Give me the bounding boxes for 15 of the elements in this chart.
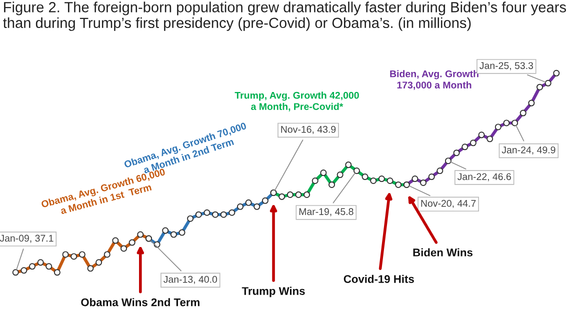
annotation: Biden Wins <box>413 248 472 256</box>
annotation: Trump, Avg. Growth 42,000 a Month, Pre-Covid* <box>234 92 359 112</box>
text: Trump Wins <box>242 286 305 298</box>
annotation: Jan-22, 46.6 <box>457 173 511 182</box>
chart-title: Figure 2. The foreign-born population grew dramatically faster during Biden’s four years than during Trump’s first presidency (pre-Covid) or Obama’s. (in millions) <box>3 2 566 31</box>
text: Jan-13, 40.0 <box>164 276 218 284</box>
text: Jan-25, 53.3 <box>480 62 534 70</box>
text: Covid-19 Hits <box>344 274 414 283</box>
text: Obama Wins 2nd Term <box>81 298 200 306</box>
annotation: Nov-16, 43.9 <box>281 126 336 134</box>
annotation: Jan-09, 37.1 <box>0 234 54 243</box>
annotation: Biden, Avg. Growth 173,000 a Month <box>390 70 478 90</box>
annotation: Jan-24, 49.9 <box>502 146 556 155</box>
annotation: Nov-20, 44.7 <box>421 200 476 208</box>
annotation: Mar-19, 45.8 <box>299 208 354 216</box>
